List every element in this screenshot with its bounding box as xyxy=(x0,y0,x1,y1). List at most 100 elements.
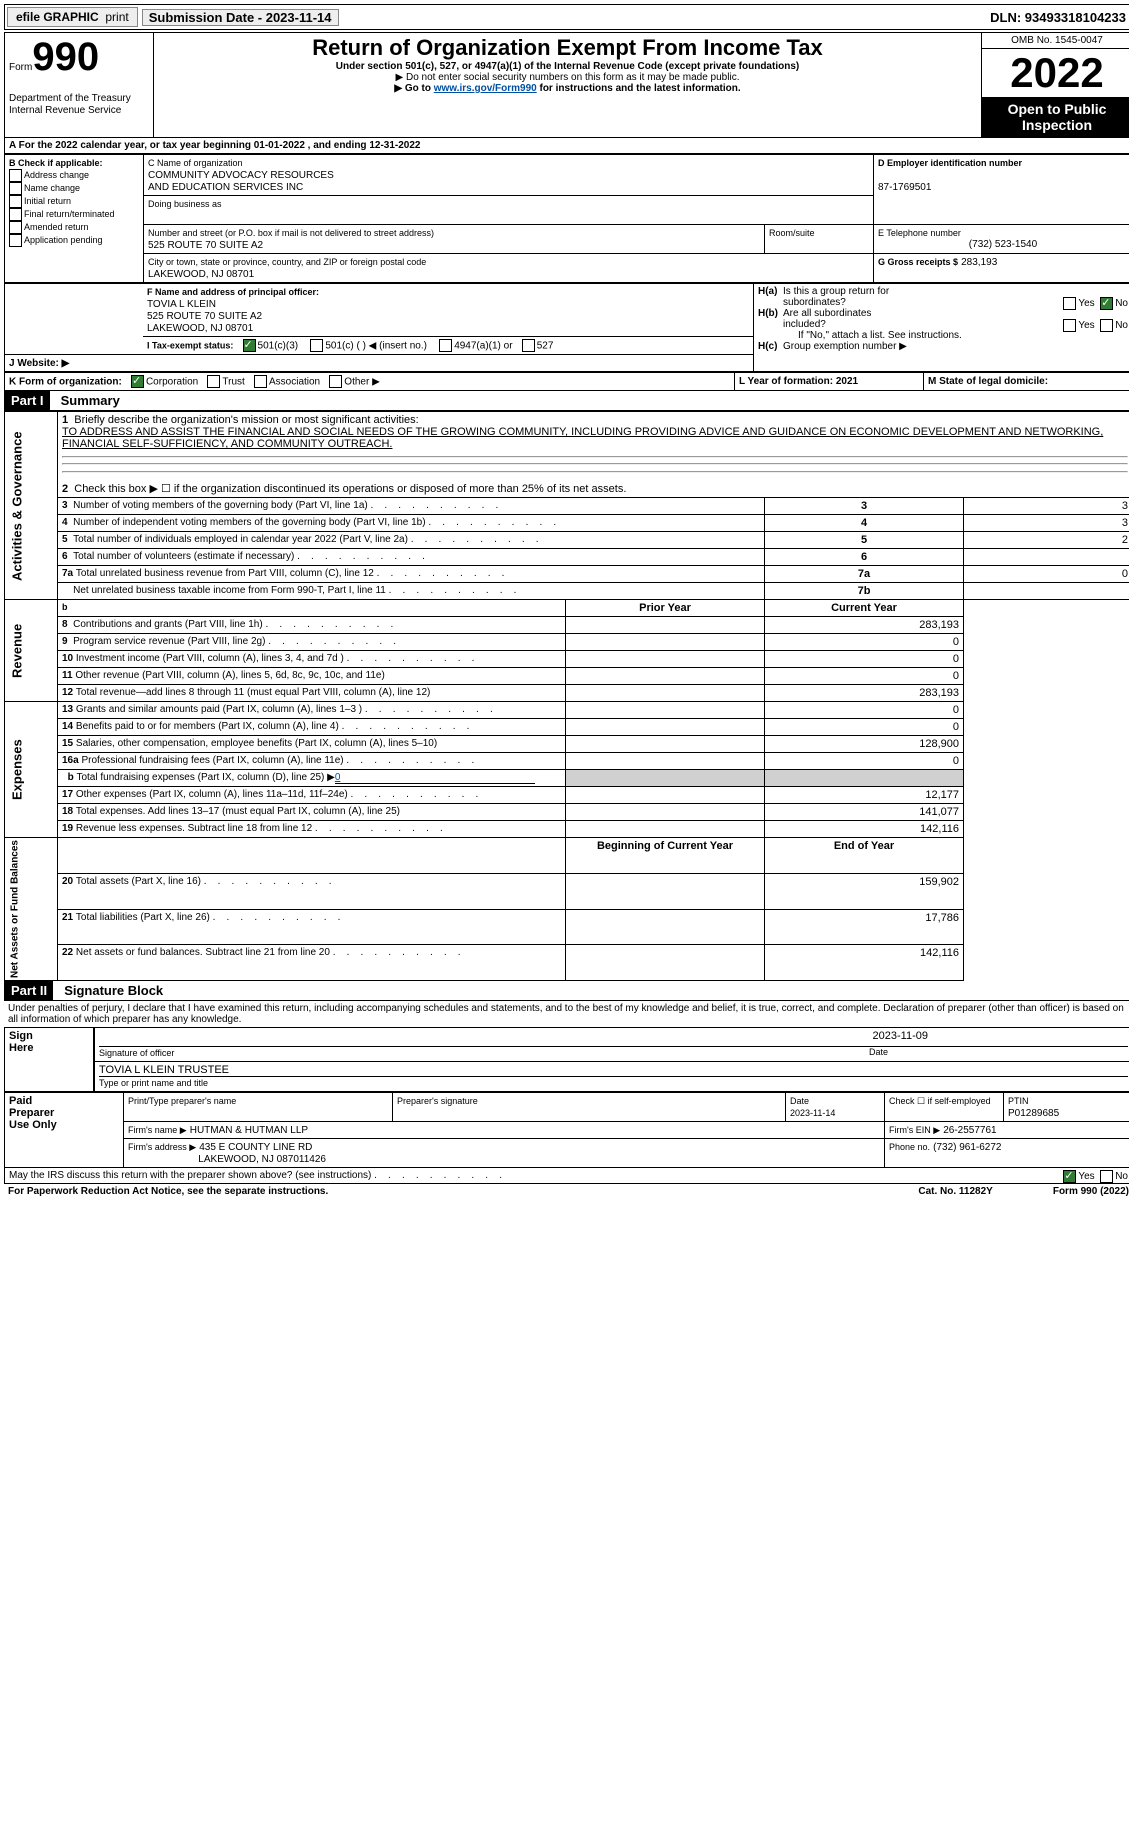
klm-block: K Form of organization: Corporation Trus… xyxy=(4,372,1129,391)
row-16a: 16a Professional fundraising fees (Part … xyxy=(5,753,1129,770)
chk-final[interactable]: Final return/terminated xyxy=(9,208,115,220)
row-6: 6 Total number of volunteers (estimate i… xyxy=(5,549,1129,566)
officer-name-title: TOVIA L KLEIN TRUSTEE xyxy=(99,1064,1128,1077)
firm-addr-lbl: Firm's address ▶ xyxy=(128,1142,196,1152)
open-to-public: Open to Public Inspection xyxy=(982,97,1129,137)
chk-527[interactable] xyxy=(522,339,535,352)
name-title-lbl: Type or print name and title xyxy=(99,1078,208,1088)
ha-yes[interactable] xyxy=(1063,297,1076,310)
part1-title: Summary xyxy=(53,393,120,408)
row-12: 12 Total revenue—add lines 8 through 11 … xyxy=(5,685,1129,702)
row-5: 5 Total number of individuals employed i… xyxy=(5,532,1129,549)
k-label: K Form of organization: xyxy=(9,376,122,387)
chk-address[interactable]: Address change xyxy=(9,169,89,181)
paid-preparer-lbl: PaidPreparerUse Only xyxy=(5,1093,124,1168)
street-val: 525 ROUTE 70 SUITE A2 xyxy=(148,240,263,251)
org-name-2: AND EDUCATION SERVICES INC xyxy=(148,182,303,193)
sig-officer-lbl: Signature of officer xyxy=(99,1048,174,1058)
prep-date: 2023-11-14 xyxy=(790,1108,835,1118)
officer-addr2: LAKEWOOD, NJ 08701 xyxy=(147,323,253,334)
j-label: J Website: ▶ xyxy=(9,358,69,369)
vlabel-net: Net Assets or Fund Balances xyxy=(5,838,58,981)
chk-4947[interactable] xyxy=(439,339,452,352)
subtitle-1: Under section 501(c), 527, or 4947(a)(1)… xyxy=(158,61,977,72)
ptin-val: P01289685 xyxy=(1008,1108,1059,1119)
part1-header-row: Part I Summary xyxy=(4,391,1129,411)
part1-table: Activities & Governance 1 Briefly descri… xyxy=(4,411,1129,981)
row-20: 20 Total assets (Part X, line 16)159,902 xyxy=(5,873,1129,909)
part1-hdr: Part I xyxy=(5,391,50,410)
chk-initial[interactable]: Initial return xyxy=(9,195,71,207)
form-number: 990 xyxy=(32,35,99,79)
info-block: B Check if applicable: Address change Na… xyxy=(4,154,1129,283)
footer-row: For Paperwork Reduction Act Notice, see … xyxy=(4,1184,1129,1199)
prep-sig-lbl: Preparer's signature xyxy=(397,1096,478,1106)
subtitle-3-pre: ▶ Go to xyxy=(394,83,433,94)
vlabel-ag: Activities & Governance xyxy=(5,412,58,600)
firm-phone: (732) 961-6272 xyxy=(933,1142,1001,1153)
may-no[interactable] xyxy=(1100,1170,1113,1183)
irs-label: Internal Revenue Service xyxy=(9,105,121,116)
efile-print-btn[interactable]: efile GRAPHIC print xyxy=(7,7,138,27)
firm-addr1: 435 E COUNTY LINE RD xyxy=(199,1142,312,1153)
chk-trust[interactable] xyxy=(207,375,220,388)
street-lbl: Number and street (or P.O. box if mail i… xyxy=(148,228,434,238)
paperwork-notice: For Paperwork Reduction Act Notice, see … xyxy=(8,1186,328,1197)
chk-pending[interactable]: Application pending xyxy=(9,234,103,246)
col-end: End of Year xyxy=(765,838,964,874)
row-21: 21 Total liabilities (Part X, line 26)17… xyxy=(5,909,1129,945)
fundraising-link[interactable]: 0 xyxy=(335,772,535,784)
print-label: print xyxy=(105,10,128,24)
row-18: 18 Total expenses. Add lines 13–17 (must… xyxy=(5,804,1129,821)
row-3: 3 Number of voting members of the govern… xyxy=(5,498,1129,515)
col-curr: Current Year xyxy=(765,600,964,617)
chk-501c3[interactable] xyxy=(243,339,256,352)
f-label: F Name and address of principal officer: xyxy=(147,287,319,297)
chk-assoc[interactable] xyxy=(254,375,267,388)
vlabel-exp: Expenses xyxy=(5,702,58,838)
may-yes[interactable] xyxy=(1063,1170,1076,1183)
row-15: 15 Salaries, other compensation, employe… xyxy=(5,736,1129,753)
dba-label: Doing business as xyxy=(148,199,222,209)
firm-phone-lbl: Phone no. xyxy=(889,1142,930,1152)
firm-name-lbl: Firm's name ▶ xyxy=(128,1125,187,1135)
vlabel-rev: Revenue xyxy=(5,600,58,702)
ha-no[interactable] xyxy=(1100,297,1113,310)
city-lbl: City or town, state or province, country… xyxy=(148,257,426,267)
row-16b: b Total fundraising expenses (Part IX, c… xyxy=(5,770,1129,787)
chk-other[interactable] xyxy=(329,375,342,388)
row-7a: 7a Total unrelated business revenue from… xyxy=(5,566,1129,583)
room-lbl: Room/suite xyxy=(769,228,815,238)
form-title: Return of Organization Exempt From Incom… xyxy=(158,35,977,61)
date-lbl: Date xyxy=(869,1047,1128,1057)
cat-no: Cat. No. 11282Y xyxy=(918,1186,992,1197)
form-word: Form xyxy=(9,62,32,73)
officer-name: TOVIA L KLEIN xyxy=(147,299,216,310)
row-19: 19 Revenue less expenses. Subtract line … xyxy=(5,821,1129,838)
chk-corp[interactable] xyxy=(131,375,144,388)
subtitle-3-post: for instructions and the latest informat… xyxy=(537,83,741,94)
firm-name: HUTMAN & HUTMAN LLP xyxy=(190,1125,308,1136)
row-11: 11 Other revenue (Part VIII, column (A),… xyxy=(5,668,1129,685)
hb-yes[interactable] xyxy=(1063,319,1076,332)
d-label: D Employer identification number xyxy=(878,158,1022,168)
e-label: E Telephone number xyxy=(878,228,961,238)
firm-ein-lbl: Firm's EIN ▶ xyxy=(889,1125,940,1135)
may-irs-text: May the IRS discuss this return with the… xyxy=(9,1170,502,1181)
hb-no[interactable] xyxy=(1100,319,1113,332)
chk-amended[interactable]: Amended return xyxy=(9,221,89,233)
dept-treasury: Department of the Treasury xyxy=(9,93,131,104)
subtitle-2: ▶ Do not enter social security numbers o… xyxy=(158,72,977,83)
chk-name[interactable]: Name change xyxy=(9,182,80,194)
header-table: Form990 Department of the Treasury Inter… xyxy=(4,32,1129,138)
row-17: 17 Other expenses (Part IX, column (A), … xyxy=(5,787,1129,804)
submission-date-btn[interactable]: Submission Date - 2023-11-14 xyxy=(142,9,339,26)
declaration: Under penalties of perjury, I declare th… xyxy=(4,1001,1129,1027)
dln-label: DLN: 93493318104233 xyxy=(990,10,1129,25)
prep-name-lbl: Print/Type preparer's name xyxy=(128,1096,236,1106)
chk-501c[interactable] xyxy=(310,339,323,352)
i-label: I Tax-exempt status: xyxy=(147,340,233,350)
tax-year: 2022 xyxy=(982,49,1129,97)
irs-link[interactable]: www.irs.gov/Form990 xyxy=(434,83,537,94)
part2-hdr: Part II xyxy=(5,981,53,1000)
